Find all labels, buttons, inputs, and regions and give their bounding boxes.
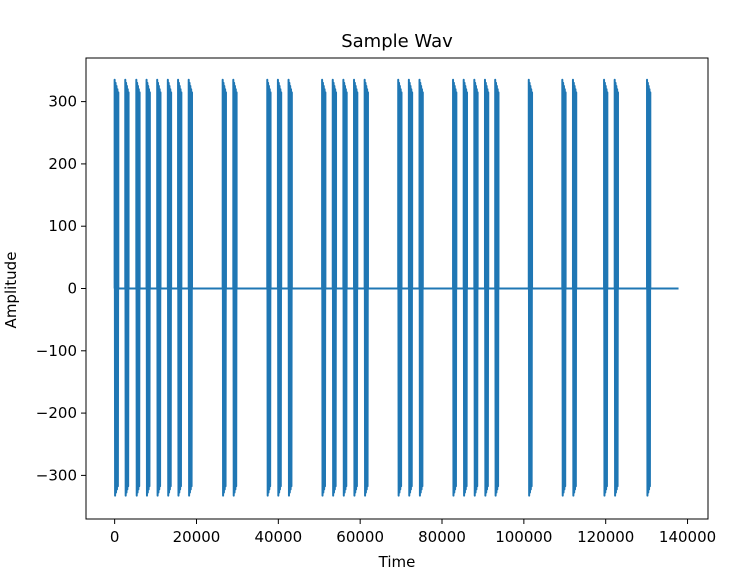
x-tick-label: 0	[110, 528, 120, 546]
x-tick-label: 140000	[659, 528, 716, 546]
y-tick-label: 0	[67, 280, 77, 298]
y-tick-label: 200	[48, 155, 77, 173]
y-tick-label: −200	[36, 404, 77, 422]
y-axis-label: Amplitude	[2, 252, 20, 329]
y-axis: −300 −200 −100 0 100 200 300	[36, 93, 86, 484]
x-axis: 0 20000 40000 60000 80000 100000 120000 140000	[110, 519, 716, 546]
plot-area	[113, 78, 679, 497]
x-tick-label: 60000	[336, 528, 384, 546]
x-tick-label: 120000	[577, 528, 634, 546]
x-tick-label: 40000	[254, 528, 302, 546]
y-tick-label: 100	[48, 217, 77, 235]
chart-title: Sample Wav	[341, 31, 453, 52]
y-tick-label: −300	[36, 466, 77, 484]
y-tick-label: 300	[48, 93, 77, 111]
y-tick-label: −100	[36, 342, 77, 360]
waveform-line	[113, 78, 679, 497]
x-axis-label: Time	[378, 553, 416, 571]
x-tick-label: 80000	[418, 528, 466, 546]
x-tick-label: 100000	[495, 528, 552, 546]
x-tick-label: 20000	[173, 528, 221, 546]
